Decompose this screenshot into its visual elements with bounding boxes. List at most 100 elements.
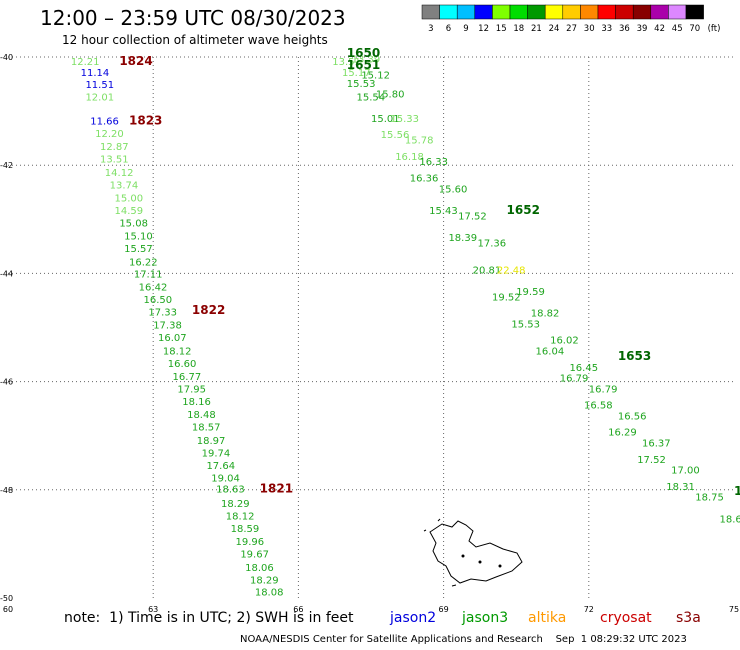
swh-value: 18.48 <box>187 410 216 421</box>
legend-swatch <box>562 4 581 20</box>
legend-swatch <box>544 4 564 20</box>
legend-label: 21 <box>531 24 542 34</box>
satellite-cryosat: cryosat <box>600 610 652 626</box>
swh-value: 13.51 <box>332 57 361 68</box>
swh-value: 11.51 <box>85 80 114 91</box>
islet <box>478 560 482 564</box>
swh-value: 18.31 <box>666 482 695 493</box>
swh-value: 18.39 <box>448 233 477 244</box>
swh-value: 18.57 <box>192 422 221 433</box>
satellite-altika: altika <box>528 610 567 626</box>
x-tick-label: 66 <box>293 605 303 614</box>
swh-value: 19.52 <box>492 292 521 303</box>
legend-swatch <box>615 4 634 20</box>
legend-swatch <box>456 4 476 20</box>
footer-credit: NOAA/NESDIS Center for Satellite Applica… <box>240 634 687 645</box>
legend-label: 9 <box>463 24 468 34</box>
swh-value: 15.56 <box>381 130 410 141</box>
swh-value: 11.66 <box>90 117 119 128</box>
swh-value: 16.50 <box>144 295 173 306</box>
legend-swatch <box>580 4 599 20</box>
legend-label: 36 <box>619 24 630 34</box>
swh-value: 15.33 <box>390 114 419 125</box>
legend-swatch <box>439 4 458 20</box>
swh-value: 15.12 <box>361 71 390 82</box>
swh-value: 18.16 <box>182 397 211 408</box>
page-title: 12:00 – 23:59 UTC 08/30/2023 <box>40 6 346 30</box>
legend-label: 18 <box>513 24 524 34</box>
y-tick-label: -50 <box>0 594 13 603</box>
swh-value: 18.08 <box>255 587 284 598</box>
swh-value: 12.87 <box>100 142 129 153</box>
islet <box>461 554 465 558</box>
x-tick-label: 63 <box>148 605 158 614</box>
swh-value: 22.48 <box>497 265 526 276</box>
pass-time-label: 1650 <box>347 46 380 60</box>
color-legend: 3 6 9 12 15 18 21 24 27 30 33 36 39 42 45 70 (ft) <box>421 4 720 34</box>
swh-value: 16.42 <box>139 283 168 294</box>
swh-value: 20.81 <box>473 265 502 276</box>
swh-value: 16.77 <box>173 372 202 383</box>
swh-value: 16.07 <box>158 333 187 344</box>
swh-value: 17.95 <box>177 384 206 395</box>
swh-value: 18.29 <box>221 499 250 510</box>
satellite-s3a: s3a <box>676 610 701 626</box>
pass-time-label: 1823 <box>129 114 162 128</box>
swh-value: 15.00 <box>114 193 143 204</box>
swh-value: 16.79 <box>560 374 589 385</box>
swh-value: 18.60 <box>719 514 740 525</box>
track-1650: 13.5115.1715.5315.5415.0115.5616.1816.36… <box>332 57 695 493</box>
swh-value: 16.04 <box>536 347 565 358</box>
swh-value: 17.00 <box>671 466 700 477</box>
swh-value: 19.59 <box>516 287 545 298</box>
swh-value: 15.54 <box>356 92 385 103</box>
swh-value: 18.12 <box>226 512 255 523</box>
swh-value: 15.10 <box>124 231 153 242</box>
swh-value: 17.38 <box>153 321 182 332</box>
swh-value: 16.56 <box>618 411 647 422</box>
map-grid: 60 63 66 69 72 75 -40 -42 -44 -46 -48 -50 <box>0 53 739 614</box>
swh-value: 18.63 <box>216 485 245 496</box>
pass-time-label: 1652 <box>507 203 540 217</box>
legend-swatch <box>685 4 704 20</box>
pass-time-label: 1 <box>734 484 740 498</box>
swh-value: 16.45 <box>569 363 598 374</box>
legend-swatch <box>492 4 511 20</box>
swh-value: 19.74 <box>202 448 231 459</box>
swh-value: 18.06 <box>245 563 274 574</box>
legend-label: 27 <box>566 24 577 34</box>
swh-value: 16.58 <box>584 401 613 412</box>
swh-value: 15.53 <box>347 79 376 90</box>
legend-swatch <box>509 4 528 20</box>
note-text: note: 1) Time is in UTC; 2) SWH is in fe… <box>64 610 354 626</box>
swh-value: 16.22 <box>129 257 158 268</box>
swh-value: 16.02 <box>550 336 579 347</box>
legend-label: 30 <box>584 24 595 34</box>
legend-label: 3 <box>428 24 433 34</box>
legend-label: 6 <box>446 24 451 34</box>
legend-label: 39 <box>637 24 648 34</box>
legend-swatch <box>527 4 546 20</box>
legend-label: 33 <box>601 24 612 34</box>
swh-value: 18.59 <box>231 524 260 535</box>
legend-swatch <box>474 4 493 20</box>
legend-label: 45 <box>672 24 683 34</box>
swh-value: 15.17 <box>342 68 371 79</box>
swh-value: 12.21 <box>71 57 100 68</box>
swh-value: 16.36 <box>410 173 439 184</box>
kerguelen-islands-land <box>423 518 523 587</box>
y-tick-label: -40 <box>0 53 13 62</box>
x-tick-label: 75 <box>729 605 739 614</box>
legend-swatch <box>668 4 687 20</box>
swh-value: 17.52 <box>458 211 487 222</box>
swh-value: 14.59 <box>114 206 143 217</box>
y-tick-label: -48 <box>0 486 13 495</box>
swh-value: 15.80 <box>376 90 405 101</box>
swh-value: 15.57 <box>124 244 153 255</box>
legend-swatch <box>650 4 669 20</box>
swh-value: 18.75 <box>695 493 724 504</box>
swh-value: 17.36 <box>477 238 506 249</box>
